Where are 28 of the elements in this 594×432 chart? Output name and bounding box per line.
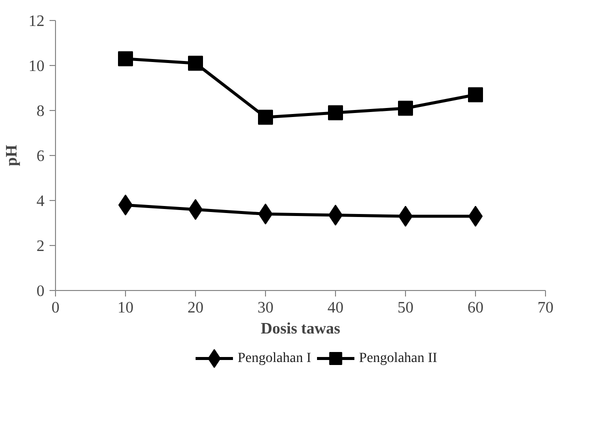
point — [188, 56, 203, 71]
y-tick-label: 0 — [36, 283, 44, 300]
y-tick-label: 4 — [36, 193, 44, 210]
point — [118, 194, 133, 216]
point — [188, 199, 203, 220]
x-tick-label: 70 — [538, 300, 554, 316]
x-tick-label: 0 — [52, 300, 60, 316]
point — [258, 204, 273, 224]
legend-label: Pengolahan II — [359, 351, 438, 366]
y-axis-title: pH — [4, 144, 20, 166]
x-axis-title: Dosis tawas — [260, 320, 340, 338]
y-tick-label: 8 — [36, 103, 44, 120]
y-tick-label: 2 — [36, 238, 44, 255]
x-tick-label: 10 — [118, 300, 134, 316]
point — [258, 110, 273, 125]
x-tick-label: 30 — [258, 300, 274, 316]
x-tick-label: 50 — [398, 300, 414, 316]
point — [468, 87, 483, 102]
x-tick-label: 20 — [188, 300, 204, 316]
y-tick-label: 12 — [28, 13, 44, 30]
x-tick-label: 60 — [468, 300, 484, 316]
y-tick-label: 10 — [28, 58, 44, 75]
point — [398, 100, 413, 116]
y-tick-label: 6 — [36, 148, 44, 165]
point — [118, 51, 133, 66]
x-tick-label: 40 — [328, 300, 344, 316]
legend-label: Pengolahan I — [238, 351, 312, 366]
point — [328, 105, 343, 120]
